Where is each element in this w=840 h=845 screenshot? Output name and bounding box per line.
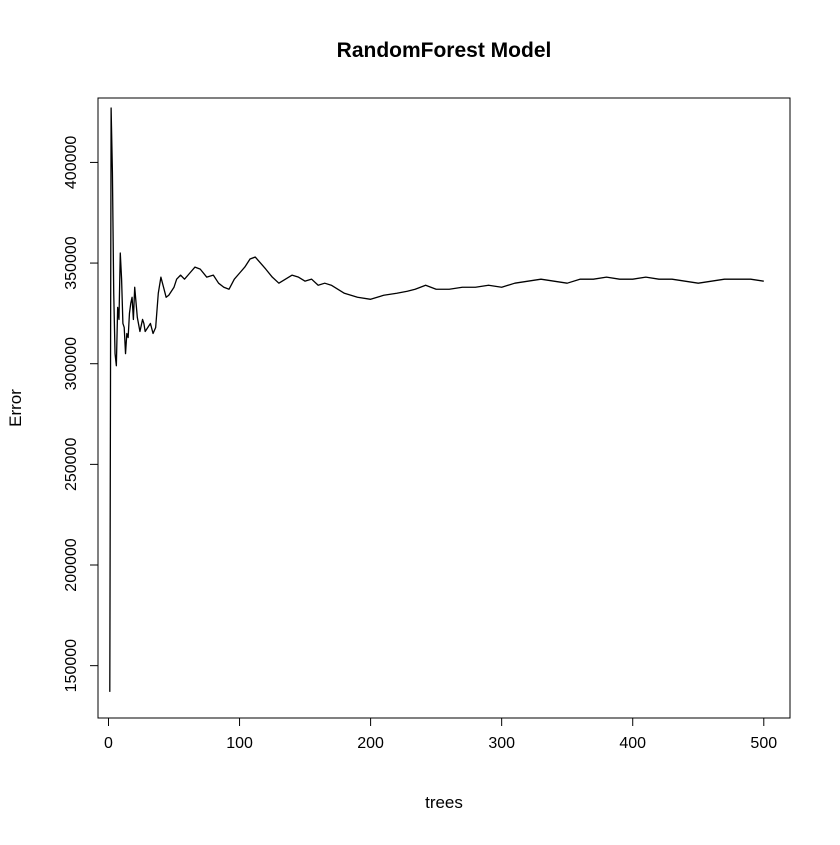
x-tick-label: 200 — [357, 735, 384, 752]
y-tick-label: 300000 — [63, 337, 80, 390]
y-axis-label: Error — [6, 389, 25, 427]
x-tick-label: 400 — [619, 735, 646, 752]
y-tick-label: 400000 — [63, 136, 80, 189]
x-axis: 0 100 200 300 400 500 — [104, 717, 777, 752]
x-tick-label: 0 — [104, 735, 113, 752]
error-series-line — [109, 107, 764, 692]
y-axis: 150000 200000 250000 300000 350000 400000 — [63, 136, 99, 692]
chart-title: RandomForest Model — [337, 39, 552, 62]
plot-frame — [97, 97, 791, 719]
series-layer — [109, 107, 764, 692]
y-tick-label: 200000 — [63, 538, 80, 591]
y-tick-label: 150000 — [63, 639, 80, 692]
x-tick-label: 300 — [488, 735, 515, 752]
x-tick-label: 100 — [226, 735, 253, 752]
x-tick-label: 500 — [750, 735, 777, 752]
x-axis-label: trees — [425, 793, 463, 812]
y-tick-label: 350000 — [63, 236, 80, 289]
y-tick-label: 250000 — [63, 438, 80, 491]
